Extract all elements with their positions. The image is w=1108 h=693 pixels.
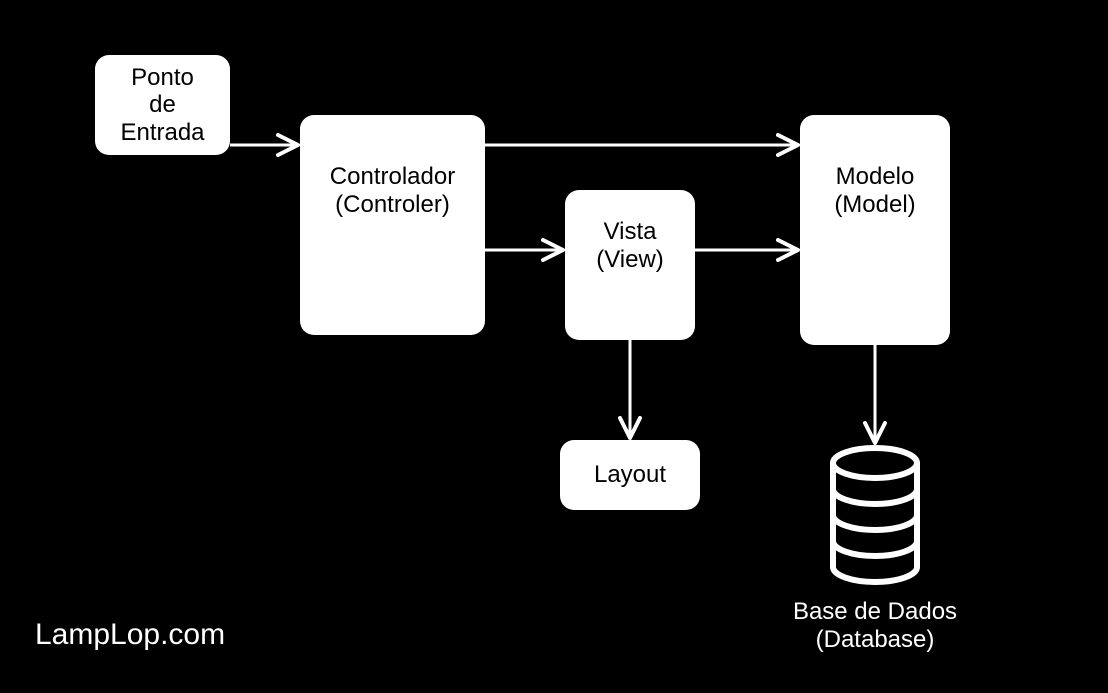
node-controller: Controlador (Controler) xyxy=(300,115,485,335)
watermark-text: LampLop.com xyxy=(35,618,225,651)
node-entry-line1: Ponto xyxy=(131,64,194,92)
node-entry-line2: de xyxy=(149,91,176,119)
node-entry: Ponto de Entrada xyxy=(95,55,230,155)
node-entry-line3: Entrada xyxy=(120,119,204,147)
database-caption-line1: Base de Dados xyxy=(793,598,957,625)
node-view-line1: Vista xyxy=(604,218,657,246)
database-icon xyxy=(825,445,925,585)
database-caption: Base de Dados (Database) xyxy=(785,598,965,653)
node-controller-line2: (Controler) xyxy=(335,191,450,219)
watermark: LampLop.com xyxy=(35,618,225,652)
node-model-line1: Modelo xyxy=(836,163,915,191)
node-model-line2: (Model) xyxy=(834,191,915,219)
node-view: Vista (View) xyxy=(565,190,695,340)
node-layout-line1: Layout xyxy=(594,461,666,489)
node-layout: Layout xyxy=(560,440,700,510)
node-view-line2: (View) xyxy=(596,246,664,274)
database-caption-line2: (Database) xyxy=(816,626,935,653)
node-model: Modelo (Model) xyxy=(800,115,950,345)
node-controller-line1: Controlador xyxy=(330,163,455,191)
